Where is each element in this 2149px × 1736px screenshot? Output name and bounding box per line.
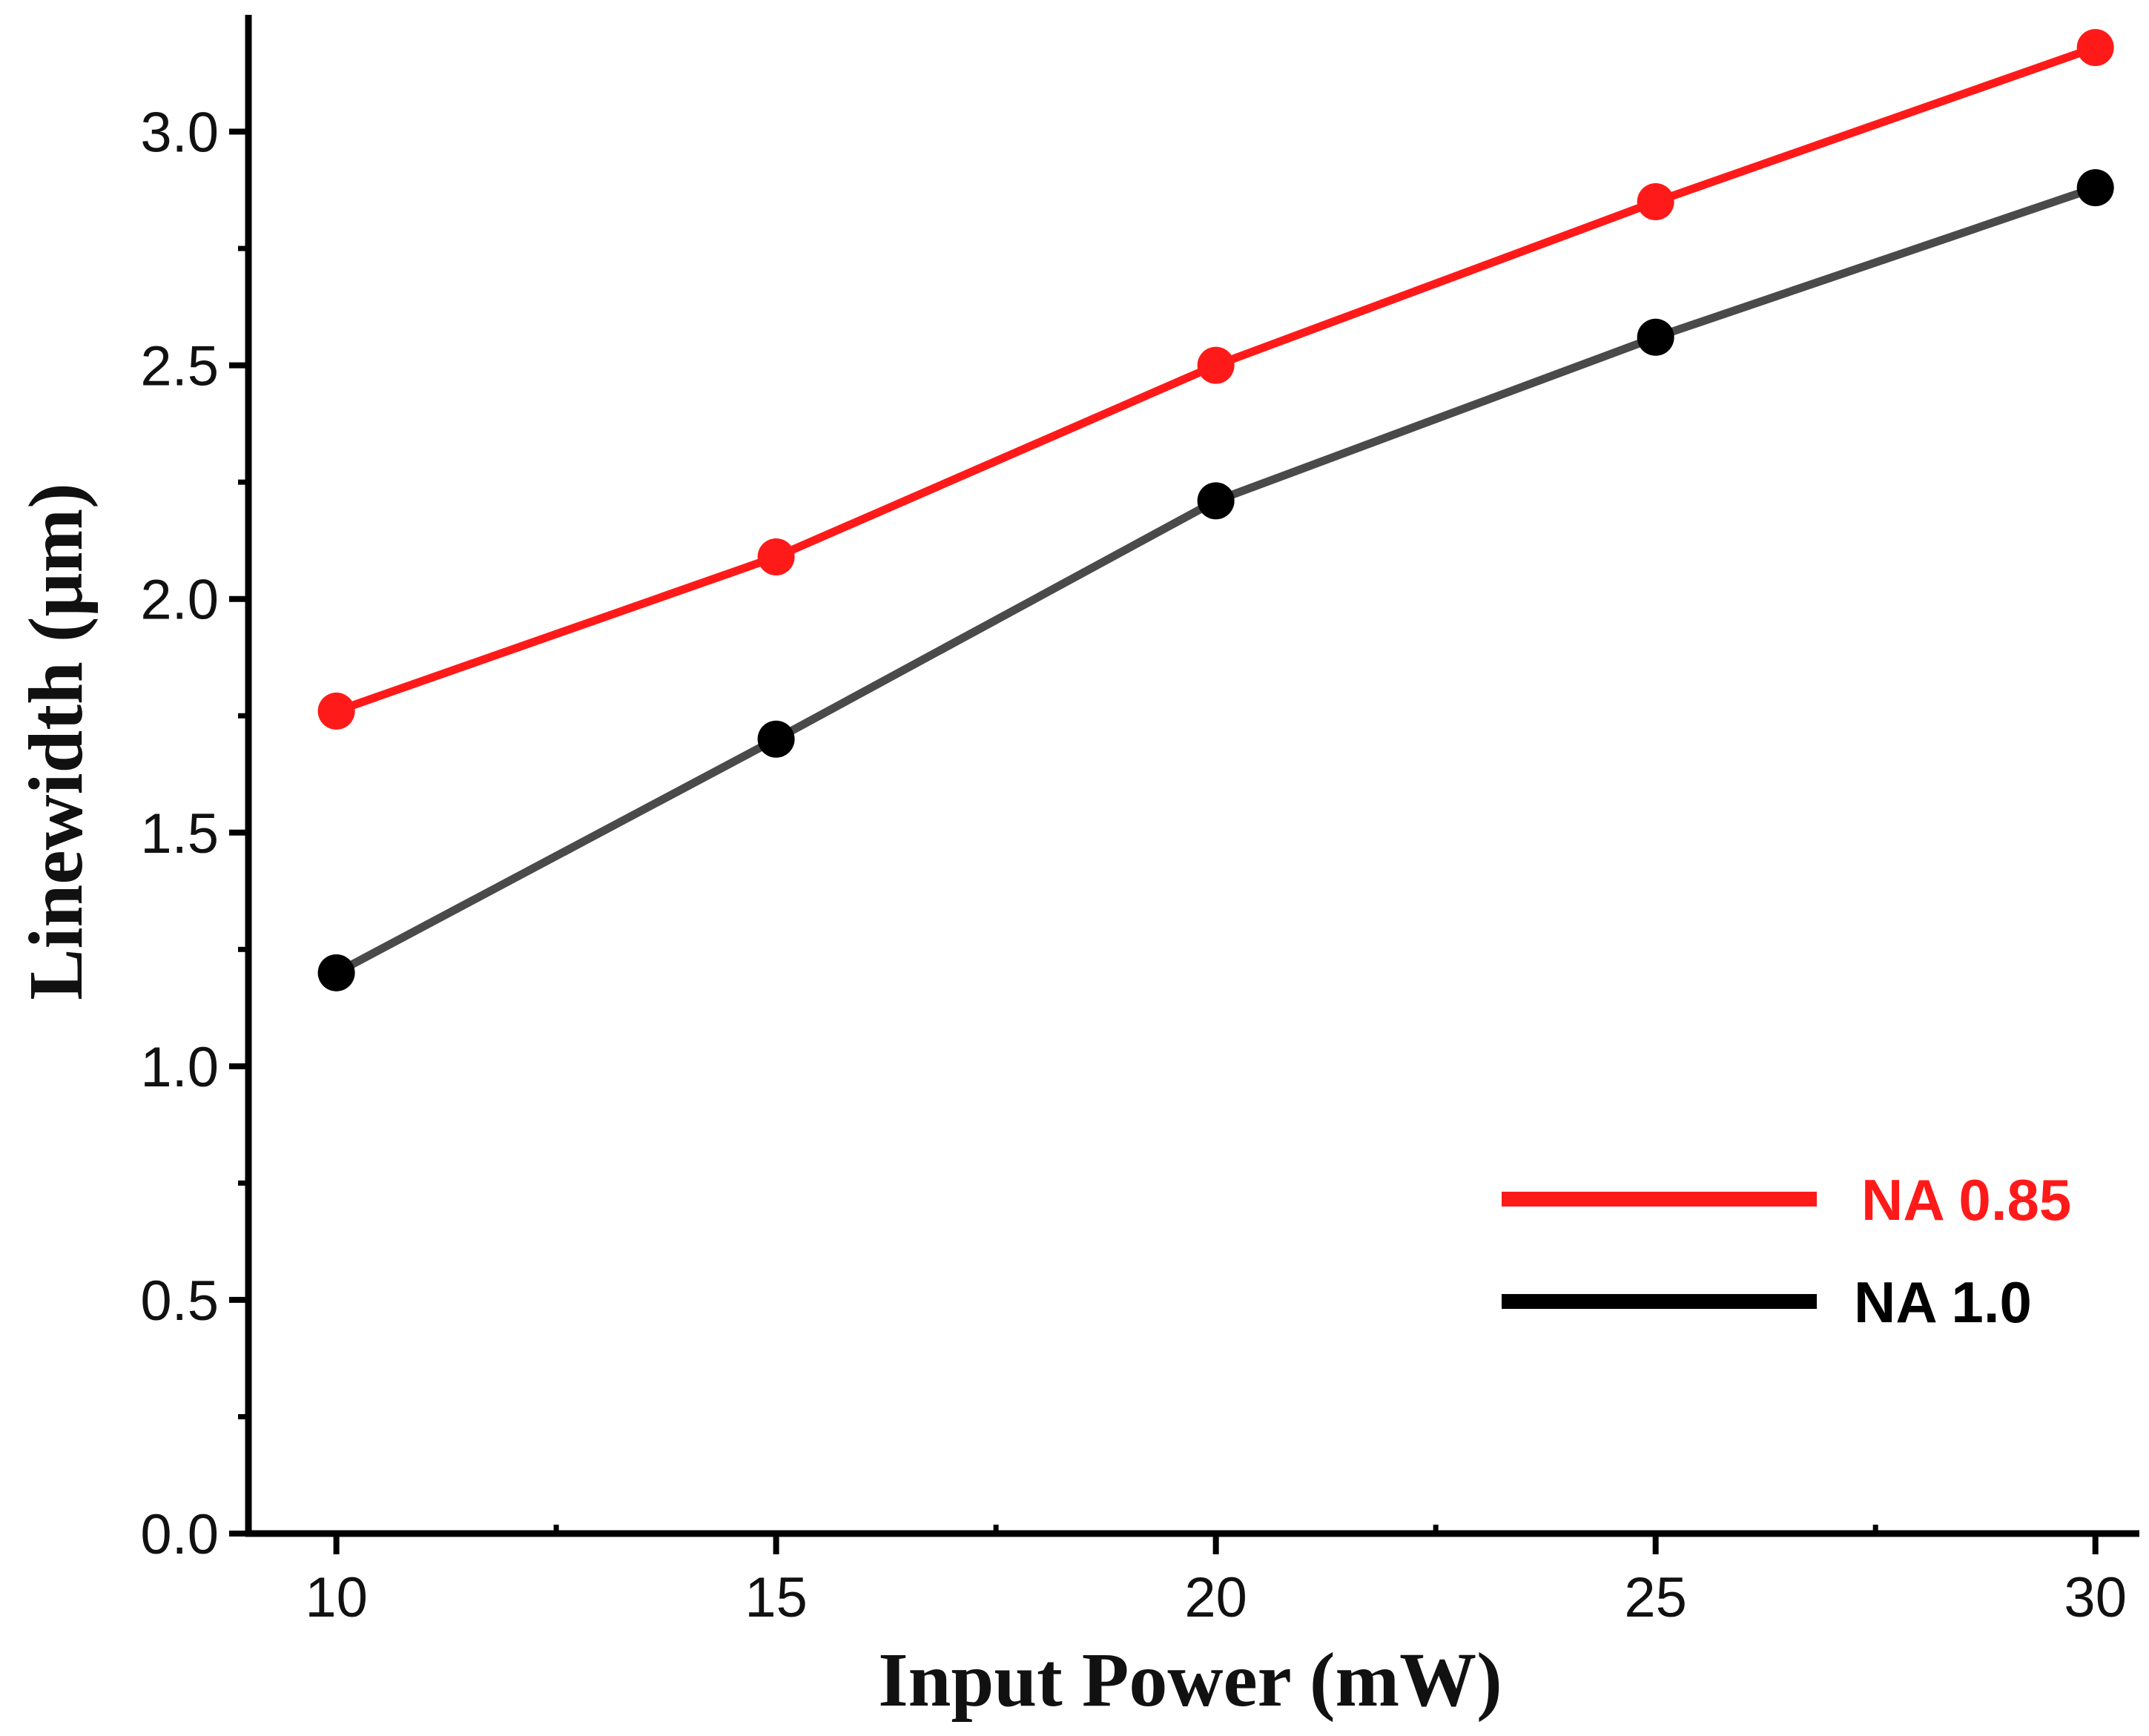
y-tick-label: 2.5 xyxy=(140,335,219,398)
y-tick-label: 1.0 xyxy=(140,1036,219,1099)
y-tick-label: 1.5 xyxy=(140,802,219,865)
data-point xyxy=(1197,482,1235,520)
data-point xyxy=(317,954,355,991)
y-axis-title: Linewidth (μm) xyxy=(13,483,99,1000)
data-point xyxy=(1637,183,1674,221)
series-layer xyxy=(317,29,2114,991)
data-point xyxy=(317,692,355,730)
data-point xyxy=(1637,318,1674,356)
axes xyxy=(245,15,2139,1537)
legend-label: NA 1.0 xyxy=(1854,1270,2032,1335)
x-axis-title: Input Power (mW) xyxy=(878,1637,1502,1723)
y-tick-label: 0.5 xyxy=(140,1270,219,1333)
data-point xyxy=(2076,29,2114,67)
x-tick-label: 20 xyxy=(1184,1566,1247,1629)
x-tick-label: 15 xyxy=(745,1566,808,1629)
legend-label: NA 0.85 xyxy=(1861,1167,2071,1232)
data-point xyxy=(757,538,795,575)
x-tick-label: 30 xyxy=(2064,1566,2127,1629)
x-tick-label: 10 xyxy=(305,1566,368,1629)
series-2 xyxy=(317,169,2114,991)
y-axis-ticks: 0.0 0.5 1.0 1.5 2.0 2.5 3.0 xyxy=(140,102,248,1566)
x-axis-ticks: 10 15 20 25 30 xyxy=(305,1525,2127,1629)
x-tick-label: 25 xyxy=(1624,1566,1687,1629)
data-point xyxy=(1197,346,1235,384)
data-point xyxy=(2076,169,2114,207)
y-tick-label: 0.0 xyxy=(140,1503,219,1566)
y-tick-label: 3.0 xyxy=(140,102,219,165)
data-point xyxy=(757,720,795,758)
legend: NA 0.85 NA 1.0 xyxy=(1502,1167,2071,1335)
series-1 xyxy=(317,29,2114,730)
y-tick-label: 2.0 xyxy=(140,569,219,632)
